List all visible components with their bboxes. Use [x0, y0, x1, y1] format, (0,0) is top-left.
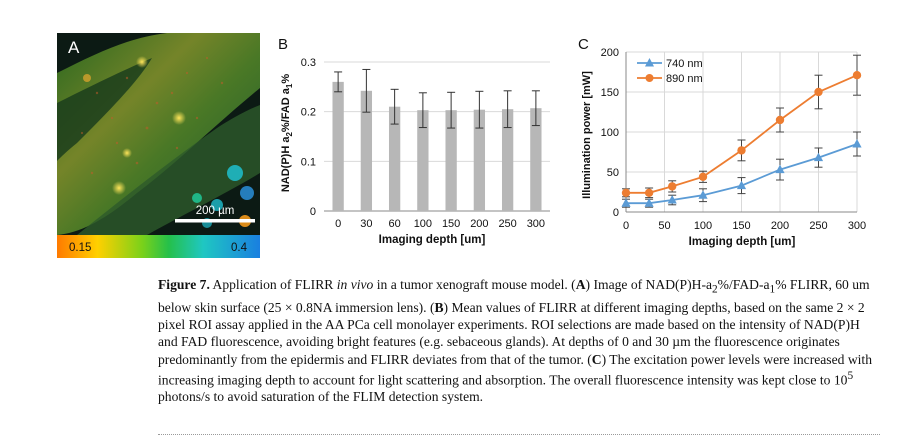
panel-b-x-tick-label: 150: [442, 218, 460, 230]
panel-b-y-axis-label: NAD(P)H a2%/FAD a1%: [280, 74, 294, 193]
panel-c-series-890-nm: [621, 54, 862, 199]
panel-c-x-ticks: 0 50 100 150 200 250 300: [623, 220, 866, 232]
panel-c-y-tick-label: 100: [601, 127, 619, 139]
panel-b-bar: [360, 90, 373, 211]
panel-c-point: [852, 139, 862, 148]
panel-c-x-tick-label: 300: [848, 220, 866, 232]
colorbar: [57, 235, 260, 258]
panel-c-point: [698, 190, 708, 199]
figure-caption: Figure 7. Application of FLIRR in vivo i…: [158, 277, 872, 405]
panel-c-y-tick-label: 200: [601, 47, 619, 59]
panel-b-y-ticks: 0 0.1 0.2 0.3: [301, 57, 316, 218]
panel-b-bar: [417, 110, 429, 211]
panel-a-microscopy-image: A 200 µm 0.15 0.4: [57, 33, 260, 258]
panel-c-point: [814, 87, 823, 97]
panel-b-bar: [501, 109, 514, 211]
panel-c-legend-label: 740 nm: [666, 58, 703, 70]
panel-c-x-axis-label: Imaging depth [um]: [689, 236, 796, 248]
panel-b-x-tick-label: 60: [389, 218, 401, 230]
panel-b-bar: [388, 106, 401, 211]
panel-b-x-ticks: 0 30 60 100 150 200 250 300: [335, 218, 545, 230]
panel-b-y-tick-label: 0.1: [301, 156, 316, 168]
panel-b-bars: [332, 81, 542, 211]
panel-a-letter: A: [68, 38, 80, 57]
panel-b-letter: B: [278, 36, 288, 53]
colorbar-max-label: 0.4: [231, 242, 248, 254]
tissue-band-lower: [77, 105, 260, 235]
panel-c-y-tick-label: 50: [607, 167, 619, 179]
panel-c-series-line: [626, 143, 858, 205]
panel-c-series-740-nm: [621, 131, 862, 208]
colorbar-min-label: 0.15: [69, 242, 91, 254]
panel-b-y-tick-label: 0.2: [301, 107, 316, 119]
page-divider-dotted: [158, 434, 880, 435]
panel-c-point: [698, 172, 708, 181]
panel-c-point: [775, 164, 785, 174]
scale-bar: [175, 219, 255, 223]
panel-c-x-tick-label: 0: [623, 220, 629, 232]
panel-c-gridlines: [625, 51, 858, 213]
panel-b-bar: [332, 81, 344, 211]
panel-c-y-axis-label: Illumination power [mW]: [581, 71, 593, 199]
panel-c-point: [667, 195, 677, 204]
figure-label: Figure 7.: [158, 277, 210, 292]
panel-b-x-tick-label: 200: [470, 218, 488, 230]
panel-b-bar: [445, 110, 457, 211]
dark-channel: [57, 58, 152, 161]
speckle-texture: [80, 56, 224, 175]
panel-c-point: [775, 115, 785, 125]
panel-c-y-tick-label: 150: [601, 87, 619, 99]
panel-b-x-tick-label: 250: [498, 218, 516, 230]
panel-c-legend: 740 nm 890 nm: [637, 58, 703, 85]
panel-b-x-tick-label: 0: [335, 218, 341, 230]
panel-c-point: [621, 188, 631, 197]
panel-c-x-tick-label: 200: [771, 220, 789, 232]
panel-c-point: [736, 180, 747, 190]
scale-bar-label: 200 µm: [196, 205, 235, 217]
panel-c-legend-label: 890 nm: [666, 73, 703, 85]
panel-c-point: [644, 198, 654, 207]
panel-b-y-tick-label: 0.3: [301, 57, 316, 69]
panel-c-x-tick-label: 100: [694, 220, 712, 232]
panel-c-legend-marker: [645, 74, 654, 82]
panel-b-x-tick-label: 300: [527, 218, 545, 230]
panel-c-x-tick-label: 50: [658, 220, 670, 232]
panel-c-point: [621, 198, 631, 207]
panel-b-bar: [473, 109, 486, 211]
panel-c-letter: C: [578, 36, 589, 53]
panel-c-y-tick-label: 0: [613, 207, 619, 219]
panel-b-x-tick-label: 100: [414, 218, 432, 230]
panel-c-y-ticks: 0 50 100 150 200: [601, 47, 619, 219]
panel-b-gridlines: [324, 61, 550, 212]
panel-b-x-axis-label: Imaging depth [um]: [379, 234, 486, 246]
panel-c-line-chart: C 0 50 100 150 200 0 50 100 150 200 250 300 740 nm…: [575, 33, 875, 258]
panel-c-x-tick-label: 250: [809, 220, 827, 232]
panel-c-point: [668, 182, 677, 191]
panel-c-series: [621, 54, 862, 208]
panel-c-point: [644, 188, 654, 197]
panel-c-point: [813, 152, 824, 162]
panel-b-y-tick-label: 0: [310, 206, 316, 218]
panel-b-error-bars: [334, 68, 540, 129]
panel-c-point: [737, 146, 746, 155]
panel-b-x-tick-label: 30: [360, 218, 372, 230]
panel-c-point: [852, 71, 862, 80]
panel-c-legend-marker: [645, 58, 654, 67]
panel-c-x-tick-label: 150: [732, 220, 750, 232]
panel-b-bar: [530, 108, 542, 211]
panel-b-bar-chart: B 0 0.1 0.2 0.3 0 30 60 100 150 200 250 300 Imagin…: [272, 33, 562, 253]
